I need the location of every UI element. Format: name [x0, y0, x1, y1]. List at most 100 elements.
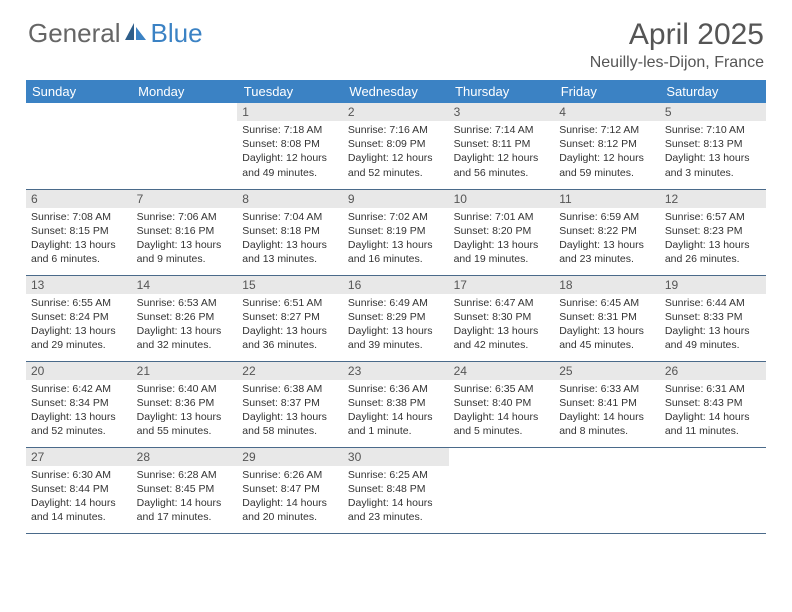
day-details: Sunrise: 6:47 AMSunset: 8:30 PMDaylight:… [449, 294, 555, 357]
calendar-day-cell: 1Sunrise: 7:18 AMSunset: 8:08 PMDaylight… [237, 103, 343, 189]
day-number: 14 [132, 276, 238, 294]
page-header: General Blue April 2025 Neuilly-les-Dijo… [0, 0, 792, 80]
day-details: Sunrise: 6:44 AMSunset: 8:33 PMDaylight:… [660, 294, 766, 357]
calendar-week-row: 13Sunrise: 6:55 AMSunset: 8:24 PMDayligh… [26, 275, 766, 361]
calendar-day-cell: 10Sunrise: 7:01 AMSunset: 8:20 PMDayligh… [449, 189, 555, 275]
day-details: Sunrise: 6:51 AMSunset: 8:27 PMDaylight:… [237, 294, 343, 357]
calendar-day-cell: 25Sunrise: 6:33 AMSunset: 8:41 PMDayligh… [554, 361, 660, 447]
day-number: 19 [660, 276, 766, 294]
calendar-day-cell: 27Sunrise: 6:30 AMSunset: 8:44 PMDayligh… [26, 447, 132, 533]
weekday-header: Monday [132, 80, 238, 103]
day-number: 6 [26, 190, 132, 208]
day-details: Sunrise: 6:31 AMSunset: 8:43 PMDaylight:… [660, 380, 766, 443]
calendar-empty-cell [554, 447, 660, 533]
day-number: 11 [554, 190, 660, 208]
day-details: Sunrise: 7:18 AMSunset: 8:08 PMDaylight:… [237, 121, 343, 184]
day-details: Sunrise: 6:25 AMSunset: 8:48 PMDaylight:… [343, 466, 449, 529]
day-number: 30 [343, 448, 449, 466]
calendar-day-cell: 2Sunrise: 7:16 AMSunset: 8:09 PMDaylight… [343, 103, 449, 189]
day-number: 17 [449, 276, 555, 294]
brand-logo: General Blue [28, 18, 203, 49]
day-details: Sunrise: 7:04 AMSunset: 8:18 PMDaylight:… [237, 208, 343, 271]
day-number: 27 [26, 448, 132, 466]
calendar-day-cell: 18Sunrise: 6:45 AMSunset: 8:31 PMDayligh… [554, 275, 660, 361]
brand-part2: Blue [151, 18, 203, 49]
day-number: 8 [237, 190, 343, 208]
day-details: Sunrise: 7:02 AMSunset: 8:19 PMDaylight:… [343, 208, 449, 271]
title-block: April 2025 Neuilly-les-Dijon, France [590, 18, 764, 72]
calendar-table: SundayMondayTuesdayWednesdayThursdayFrid… [26, 80, 766, 534]
calendar-week-row: 1Sunrise: 7:18 AMSunset: 8:08 PMDaylight… [26, 103, 766, 189]
day-details: Sunrise: 6:38 AMSunset: 8:37 PMDaylight:… [237, 380, 343, 443]
month-title: April 2025 [590, 18, 764, 52]
day-number: 22 [237, 362, 343, 380]
day-details: Sunrise: 6:42 AMSunset: 8:34 PMDaylight:… [26, 380, 132, 443]
calendar-day-cell: 15Sunrise: 6:51 AMSunset: 8:27 PMDayligh… [237, 275, 343, 361]
day-details: Sunrise: 7:06 AMSunset: 8:16 PMDaylight:… [132, 208, 238, 271]
day-details: Sunrise: 6:49 AMSunset: 8:29 PMDaylight:… [343, 294, 449, 357]
day-number: 18 [554, 276, 660, 294]
day-details: Sunrise: 6:35 AMSunset: 8:40 PMDaylight:… [449, 380, 555, 443]
day-number: 29 [237, 448, 343, 466]
calendar-day-cell: 11Sunrise: 6:59 AMSunset: 8:22 PMDayligh… [554, 189, 660, 275]
location-subtitle: Neuilly-les-Dijon, France [590, 54, 764, 72]
day-number: 12 [660, 190, 766, 208]
weekday-header: Tuesday [237, 80, 343, 103]
weekday-header-row: SundayMondayTuesdayWednesdayThursdayFrid… [26, 80, 766, 103]
day-number: 28 [132, 448, 238, 466]
day-details: Sunrise: 6:33 AMSunset: 8:41 PMDaylight:… [554, 380, 660, 443]
calendar-empty-cell [26, 103, 132, 189]
calendar-empty-cell [132, 103, 238, 189]
day-number: 21 [132, 362, 238, 380]
day-number: 5 [660, 103, 766, 121]
calendar-day-cell: 23Sunrise: 6:36 AMSunset: 8:38 PMDayligh… [343, 361, 449, 447]
calendar-day-cell: 8Sunrise: 7:04 AMSunset: 8:18 PMDaylight… [237, 189, 343, 275]
day-details: Sunrise: 6:57 AMSunset: 8:23 PMDaylight:… [660, 208, 766, 271]
calendar-body: 1Sunrise: 7:18 AMSunset: 8:08 PMDaylight… [26, 103, 766, 533]
weekday-header: Wednesday [343, 80, 449, 103]
calendar-day-cell: 7Sunrise: 7:06 AMSunset: 8:16 PMDaylight… [132, 189, 238, 275]
day-number: 23 [343, 362, 449, 380]
day-number: 15 [237, 276, 343, 294]
calendar-day-cell: 4Sunrise: 7:12 AMSunset: 8:12 PMDaylight… [554, 103, 660, 189]
calendar-day-cell: 20Sunrise: 6:42 AMSunset: 8:34 PMDayligh… [26, 361, 132, 447]
logo-sails-icon [123, 18, 149, 49]
day-details: Sunrise: 7:10 AMSunset: 8:13 PMDaylight:… [660, 121, 766, 184]
day-details: Sunrise: 6:53 AMSunset: 8:26 PMDaylight:… [132, 294, 238, 357]
day-details: Sunrise: 6:30 AMSunset: 8:44 PMDaylight:… [26, 466, 132, 529]
calendar-day-cell: 30Sunrise: 6:25 AMSunset: 8:48 PMDayligh… [343, 447, 449, 533]
day-details: Sunrise: 6:45 AMSunset: 8:31 PMDaylight:… [554, 294, 660, 357]
calendar-day-cell: 17Sunrise: 6:47 AMSunset: 8:30 PMDayligh… [449, 275, 555, 361]
day-details: Sunrise: 6:59 AMSunset: 8:22 PMDaylight:… [554, 208, 660, 271]
calendar-day-cell: 16Sunrise: 6:49 AMSunset: 8:29 PMDayligh… [343, 275, 449, 361]
calendar-day-cell: 19Sunrise: 6:44 AMSunset: 8:33 PMDayligh… [660, 275, 766, 361]
day-number: 13 [26, 276, 132, 294]
day-number: 9 [343, 190, 449, 208]
calendar-day-cell: 5Sunrise: 7:10 AMSunset: 8:13 PMDaylight… [660, 103, 766, 189]
calendar-week-row: 27Sunrise: 6:30 AMSunset: 8:44 PMDayligh… [26, 447, 766, 533]
day-number: 3 [449, 103, 555, 121]
calendar-empty-cell [449, 447, 555, 533]
calendar-day-cell: 9Sunrise: 7:02 AMSunset: 8:19 PMDaylight… [343, 189, 449, 275]
day-number: 25 [554, 362, 660, 380]
calendar-day-cell: 28Sunrise: 6:28 AMSunset: 8:45 PMDayligh… [132, 447, 238, 533]
day-number: 10 [449, 190, 555, 208]
calendar-day-cell: 3Sunrise: 7:14 AMSunset: 8:11 PMDaylight… [449, 103, 555, 189]
day-number: 24 [449, 362, 555, 380]
day-details: Sunrise: 6:26 AMSunset: 8:47 PMDaylight:… [237, 466, 343, 529]
calendar-empty-cell [660, 447, 766, 533]
day-details: Sunrise: 7:01 AMSunset: 8:20 PMDaylight:… [449, 208, 555, 271]
calendar-day-cell: 21Sunrise: 6:40 AMSunset: 8:36 PMDayligh… [132, 361, 238, 447]
day-details: Sunrise: 7:08 AMSunset: 8:15 PMDaylight:… [26, 208, 132, 271]
calendar-day-cell: 22Sunrise: 6:38 AMSunset: 8:37 PMDayligh… [237, 361, 343, 447]
day-number: 7 [132, 190, 238, 208]
day-details: Sunrise: 7:14 AMSunset: 8:11 PMDaylight:… [449, 121, 555, 184]
day-details: Sunrise: 6:55 AMSunset: 8:24 PMDaylight:… [26, 294, 132, 357]
calendar-day-cell: 29Sunrise: 6:26 AMSunset: 8:47 PMDayligh… [237, 447, 343, 533]
calendar-day-cell: 24Sunrise: 6:35 AMSunset: 8:40 PMDayligh… [449, 361, 555, 447]
brand-part1: General [28, 18, 121, 49]
day-number: 20 [26, 362, 132, 380]
weekday-header: Friday [554, 80, 660, 103]
weekday-header: Thursday [449, 80, 555, 103]
calendar-day-cell: 12Sunrise: 6:57 AMSunset: 8:23 PMDayligh… [660, 189, 766, 275]
